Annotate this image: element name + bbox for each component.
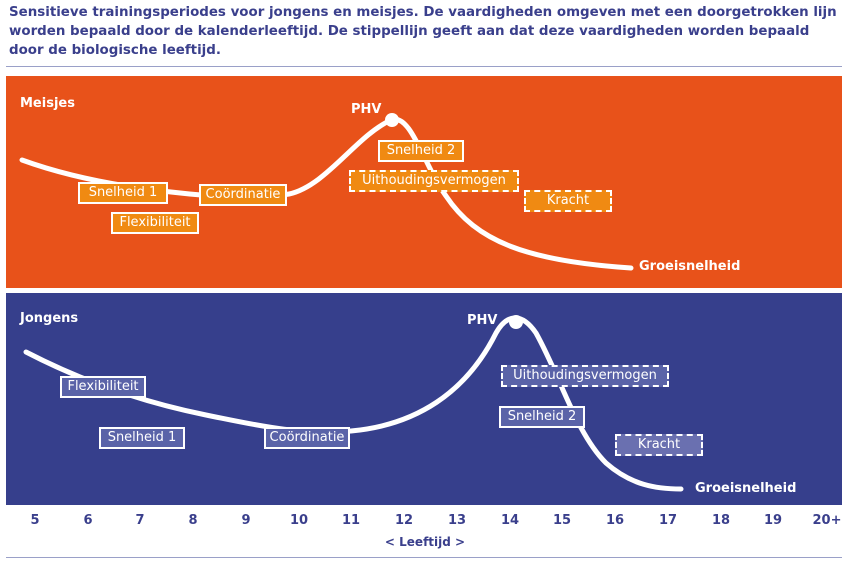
boys-phv-label: PHV [467, 313, 498, 328]
age-tick: 10 [289, 513, 309, 528]
girls-panel: Meisjes PHV Groeisnelheid Snelheid 1 Coö… [6, 76, 842, 288]
boys-tag-snelheid-1: Snelheid 1 [99, 427, 185, 449]
boys-tag-uithoudingsvermogen: Uithoudingsvermogen [501, 365, 669, 387]
girls-phv-label: PHV [351, 102, 382, 117]
girls-tag-kracht: Kracht [524, 190, 612, 212]
age-axis-title: < Leeftijd > [384, 535, 466, 549]
age-tick: 11 [341, 513, 361, 528]
age-tick: 12 [394, 513, 414, 528]
age-tick: 8 [188, 513, 198, 528]
girls-phv-point [385, 113, 399, 127]
age-tick: 14 [500, 513, 520, 528]
figure-caption: Sensitieve trainingsperiodes voor jongen… [9, 5, 837, 58]
boys-panel: Jongens PHV Groeisnelheid Flexibiliteit … [6, 293, 842, 505]
girls-tag-coordinatie: Coördinatie [199, 184, 287, 206]
boys-title: Jongens [20, 311, 79, 326]
girls-title: Meisjes [20, 96, 75, 111]
girls-tag-snelheid-2: Snelheid 2 [378, 140, 464, 162]
age-tick: 18 [711, 513, 731, 528]
age-tick: 13 [447, 513, 467, 528]
age-tick: 5 [30, 513, 40, 528]
boys-tag-kracht: Kracht [615, 434, 703, 456]
girls-growth-label: Groeisnelheid [639, 259, 741, 274]
boys-growth-curve [23, 315, 684, 492]
boys-phv-point [509, 315, 523, 329]
top-rule [6, 66, 842, 67]
girls-tag-flexibiliteit: Flexibiliteit [111, 212, 199, 234]
boys-tag-coordinatie: Coördinatie [264, 427, 350, 449]
girls-tag-snelheid-1: Snelheid 1 [78, 182, 168, 204]
age-tick: 6 [83, 513, 93, 528]
bottom-rule [6, 557, 842, 558]
age-tick: 19 [763, 513, 783, 528]
age-tick: 17 [658, 513, 678, 528]
age-tick: 20+ [812, 513, 842, 528]
boys-tag-snelheid-2: Snelheid 2 [499, 406, 585, 428]
age-tick: 16 [605, 513, 625, 528]
age-tick: 9 [241, 513, 251, 528]
boys-tag-flexibiliteit: Flexibiliteit [60, 376, 146, 398]
boys-growth-label: Groeisnelheid [695, 481, 797, 496]
age-tick: 15 [552, 513, 572, 528]
girls-tag-uithoudingsvermogen: Uithoudingsvermogen [349, 170, 519, 192]
age-tick: 7 [135, 513, 145, 528]
